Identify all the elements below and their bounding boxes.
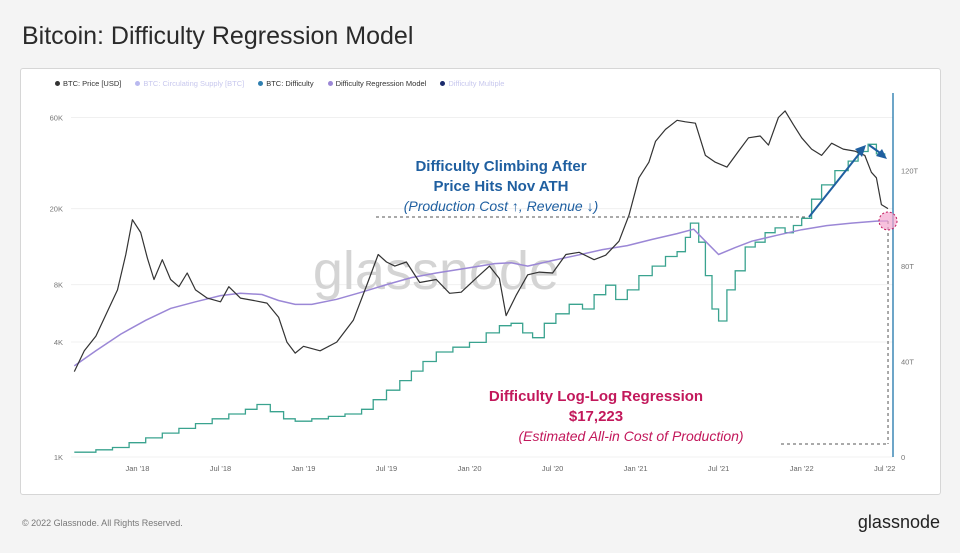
chart-card: BTC: Price [USD] BTC: Circulating Supply …	[20, 68, 941, 495]
x-tick-label: Jul '21	[708, 464, 729, 473]
legend-dot-icon	[135, 81, 141, 86]
footer-copyright: © 2022 Glassnode. All Rights Reserved.	[22, 518, 183, 528]
legend-label: Difficulty Multiple	[448, 79, 505, 88]
x-tick-label: Jan '20	[458, 464, 482, 473]
series-layer	[73, 110, 889, 453]
legend-item[interactable]: Difficulty Multiple	[440, 79, 504, 88]
legend-label: BTC: Circulating Supply [BTC]	[143, 79, 245, 88]
y-left-tick-label: 60K	[50, 114, 63, 123]
axes: 1K 4K 8K 20K 60K 0 40T 80T 120T Jan '18 Jul '18 Jan…	[50, 93, 919, 473]
y-left-tick-label: 4K	[54, 338, 63, 347]
legend-item[interactable]: BTC: Difficulty	[258, 79, 314, 88]
x-tick-label: Jul '18	[210, 464, 231, 473]
page-title: Bitcoin: Difficulty Regression Model	[22, 22, 414, 50]
annotation-bottom-line1: Difficulty Log-Log Regression	[489, 388, 703, 405]
y-left-tick-label: 20K	[50, 205, 63, 214]
y-left-tick-label: 8K	[54, 281, 63, 290]
series-price-line	[73, 110, 889, 372]
legend-item[interactable]: BTC: Circulating Supply [BTC]	[135, 79, 244, 88]
annotation-top-line3: (Production Cost ↑, Revenue ↓)	[404, 198, 599, 214]
legend-dot-icon	[258, 81, 264, 86]
y-right-tick-label: 120T	[901, 167, 919, 176]
legend-item[interactable]: BTC: Price [USD]	[55, 79, 121, 88]
annotations: Difficulty Climbing After Price Hits Nov …	[376, 144, 898, 445]
chart-grid	[71, 117, 893, 458]
legend-dot-icon	[55, 81, 60, 86]
arrow-down-icon	[876, 149, 887, 159]
annotation-bottom-line3: (Estimated All-in Cost of Production)	[518, 428, 743, 444]
arrow-up-line	[808, 148, 864, 218]
legend: BTC: Price [USD] BTC: Circulating Supply …	[55, 79, 504, 88]
legend-label: BTC: Difficulty	[266, 79, 314, 88]
annotation-bottom-line2: $17,223	[569, 408, 623, 425]
legend-dot-icon	[327, 81, 333, 86]
arrow-up-icon	[855, 145, 866, 157]
legend-dot-icon	[440, 81, 446, 86]
legend-label: Difficulty Regression Model	[335, 79, 427, 88]
x-tick-label: Jan '19	[292, 464, 316, 473]
y-right-tick-label: 80T	[901, 262, 914, 271]
x-tick-label: Jan '18	[125, 464, 149, 473]
x-tick-label: Jul '19	[376, 464, 397, 473]
x-tick-label: Jul '20	[542, 464, 563, 473]
x-tick-label: Jan '21	[624, 464, 648, 473]
x-tick-label: Jul '22	[874, 464, 895, 473]
y-right-tick-label: 40T	[901, 358, 914, 367]
annotation-top-line2: Price Hits Nov ATH	[433, 178, 568, 195]
annotation-top-line1: Difficulty Climbing After	[415, 158, 586, 175]
legend-label: BTC: Price [USD]	[63, 79, 122, 88]
footer-logo[interactable]: glassnode	[857, 512, 940, 532]
chart-svg: glassnode 1K 4K 8K 20K 60K 0 40T 80T 120T Jan '18…	[50, 93, 919, 473]
y-right-tick-label: 0	[901, 453, 905, 462]
legend-item[interactable]: Difficulty Regression Model	[327, 79, 427, 88]
y-left-tick-label: 1K	[54, 453, 63, 462]
current-value-marker	[878, 211, 898, 231]
watermark: glassnode	[313, 241, 559, 301]
series-difficulty-line	[74, 143, 886, 453]
x-tick-label: Jan '22	[790, 464, 814, 473]
